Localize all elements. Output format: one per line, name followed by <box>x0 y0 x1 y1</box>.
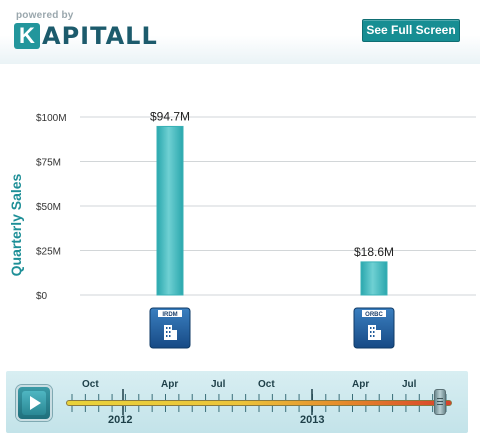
logo-text: APITALL <box>42 22 158 50</box>
bar-value-label: $94.7M <box>150 109 190 123</box>
building-icon-annex <box>376 330 381 340</box>
y-tick-label: $25M <box>36 247 61 258</box>
y-tick-label: $100M <box>36 113 67 124</box>
kapitall-logo[interactable]: K APITALL <box>14 22 158 50</box>
building-window <box>373 331 375 333</box>
play-button-face <box>22 391 46 415</box>
building-window <box>370 335 372 337</box>
building-window <box>373 335 375 337</box>
timeline-month-label: Apr <box>352 379 370 390</box>
timeline-handle[interactable] <box>434 389 447 415</box>
y-tick-label: $50M <box>36 202 61 213</box>
timeline-track[interactable] <box>66 400 452 406</box>
building-icon-annex <box>172 330 177 340</box>
y-tick-label: $0 <box>36 291 48 302</box>
building-icon <box>368 325 376 340</box>
building-window <box>373 327 375 329</box>
building-window <box>169 335 171 337</box>
building-window <box>169 331 171 333</box>
timeline-month-label: Oct <box>258 379 275 390</box>
building-window <box>166 327 168 329</box>
handle-grip-line <box>437 401 444 402</box>
play-icon <box>30 396 41 410</box>
y-tick-label: $75M <box>36 158 61 169</box>
timeline-month-label: Apr <box>161 379 179 390</box>
timeline-month-label: Oct <box>82 379 99 390</box>
bar <box>360 261 388 296</box>
handle-grip-line <box>437 398 444 399</box>
bar <box>156 125 184 296</box>
timeline-month-label: Jul <box>211 379 226 390</box>
company-ticker-bg <box>362 310 386 317</box>
timeline-panel: Oct Apr Jul Oct Apr Jul 2012 2013 <box>6 371 468 433</box>
handle-grip-line <box>437 404 444 405</box>
quarterly-sales-chart: $0 $25M $50M $75M $100M $94.7M IRDM $18.6M ORBC <box>36 109 476 349</box>
building-window <box>370 327 372 329</box>
powered-by-label: powered by <box>16 10 74 21</box>
play-button[interactable] <box>16 385 52 421</box>
timeline-year-label: 2013 <box>300 414 325 426</box>
company-ticker-bg <box>158 310 182 317</box>
header: powered by K APITALL See Full Screen <box>0 0 480 64</box>
timeline-year-label: 2012 <box>108 414 133 426</box>
bar-value-label: $18.6M <box>354 245 394 259</box>
company-ticker: IRDM <box>162 312 177 318</box>
building-window <box>169 327 171 329</box>
building-icon <box>164 325 172 340</box>
see-full-screen-button[interactable]: See Full Screen <box>362 19 460 42</box>
company-ticker: ORBC <box>365 312 383 318</box>
building-window <box>370 331 372 333</box>
y-axis-label: Quarterly Sales <box>8 173 24 277</box>
logo-letter: K <box>14 23 40 49</box>
building-window <box>166 335 168 337</box>
timeline-month-label: Jul <box>402 379 417 390</box>
chart-area: $0 $25M $50M $75M $100M $94.7M IRDM $18.6M ORBC <box>0 64 480 364</box>
building-window <box>166 331 168 333</box>
